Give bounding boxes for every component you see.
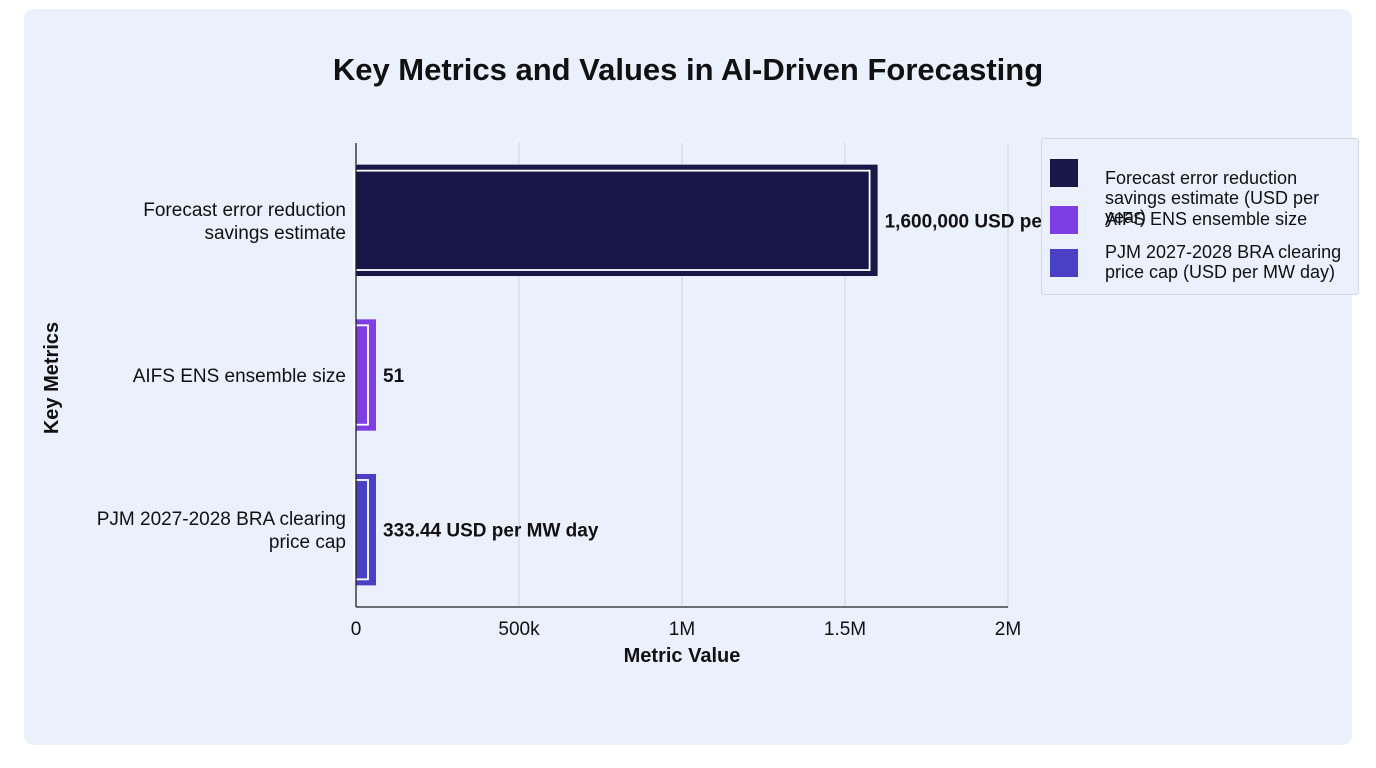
bar-value-label: 333.44 USD per MW day (383, 521, 599, 542)
bar (356, 319, 376, 431)
legend-label: PJM 2027-2028 BRA clearing price cap (US… (1105, 242, 1342, 282)
bar-value-label: 51 (383, 366, 405, 387)
y-tick-label: PJM 2027-2028 BRA clearing price cap (97, 509, 346, 553)
bar (356, 164, 878, 277)
legend: Forecast error reduction savings estimat… (1041, 138, 1359, 295)
legend-swatch (1050, 159, 1078, 187)
x-tick-label: 1.5M (824, 619, 866, 640)
bar-highlight (353, 479, 369, 581)
legend-swatch (1050, 206, 1078, 234)
chart-card (24, 9, 1352, 745)
bar-highlight (353, 324, 369, 426)
y-tick-label: Forecast error reduction savings estimate (143, 200, 346, 244)
bar-highlight (353, 169, 871, 271)
legend-label: Forecast error reduction savings estimat… (1105, 168, 1320, 227)
chart-title: Key Metrics and Values in AI-Driven Fore… (332, 52, 1044, 87)
x-tick-label: 500k (498, 619, 540, 640)
x-axis-title: Metric Value (624, 645, 741, 667)
x-tick-label: 0 (351, 619, 362, 640)
legend-label: AIFS ENS ensemble size (1105, 209, 1308, 229)
x-tick-label: 2M (995, 619, 1021, 640)
x-tick-label: 1M (669, 619, 695, 640)
axes (355, 143, 1008, 608)
bar (356, 473, 376, 586)
y-tick-label: AIFS ENS ensemble size (133, 366, 346, 387)
y-axis-title: Key Metrics (41, 322, 63, 434)
legend-swatch (1050, 249, 1078, 277)
bars (353, 164, 878, 586)
